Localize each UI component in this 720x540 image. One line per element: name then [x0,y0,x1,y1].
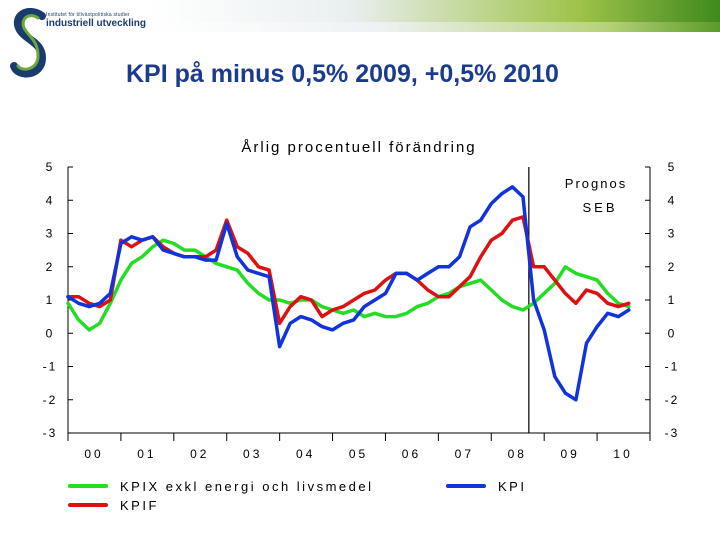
x-tick-label: 09 [561,447,580,461]
series-line-kpif [66,215,631,326]
logo-small-text: Institutet för tillväxtpolitiska studier [46,12,130,18]
y-tick-label-right: 1 [668,293,677,307]
x-tick-label: 08 [508,447,527,461]
series-line-kpi [66,185,631,402]
y-tick-label-right: -3 [665,426,680,440]
organization-logo-icon [10,8,47,78]
y-tick-label-right: -2 [665,393,680,407]
logo-wordmark: Institutet för tillväxtpolitiska studier… [46,12,146,29]
logo-main-text: industriell utveckling [46,18,147,29]
x-tick-label: 01 [137,447,156,461]
header-gradient-bar [150,0,720,22]
y-tick-label-right: -1 [665,360,680,374]
x-tick-label: 05 [349,447,368,461]
y-tick-label-right: 3 [668,227,677,241]
x-tick-label: 10 [613,447,632,461]
y-tick-label-right: 5 [668,160,677,174]
x-tick-label: 07 [455,447,474,461]
x-tick-label: 04 [296,447,315,461]
y-tick-label-right: 2 [668,260,677,274]
y-tick-label-right: 4 [668,193,677,207]
forecast-source-label: SEB [582,200,617,215]
x-tick-label: 00 [84,447,103,461]
legend-label: KPIF [120,498,159,513]
y-tick-label-right: 0 [668,326,677,340]
y-tick-label-left: -3 [43,426,58,440]
y-tick-label-left: -2 [43,393,58,407]
y-tick-label-left: -1 [43,360,58,374]
forecast-label: Prognos [565,176,627,191]
x-tick-label: 06 [402,447,421,461]
y-tick-label-left: 0 [46,326,55,340]
y-tick-label-left: 4 [46,193,55,207]
x-tick-label: 02 [190,447,209,461]
y-tick-label-left: 2 [46,260,55,274]
header-gradient-bar-lower [150,22,720,32]
y-tick-label-left: 3 [46,227,55,241]
legend-label: KPI [498,479,526,494]
slide-title: KPI på minus 0,5% 2009, +0,5% 2010 [126,60,559,88]
chart-title: Årlig procentuell förändring [241,139,476,156]
legend-label: KPIX exkl energi och livsmedel [120,479,373,494]
y-tick-label-left: 5 [46,160,55,174]
series-line-kpix-exkl-energi-och-livsmedel [66,238,631,332]
x-tick-label: 03 [243,447,262,461]
y-tick-label-left: 1 [46,293,55,307]
